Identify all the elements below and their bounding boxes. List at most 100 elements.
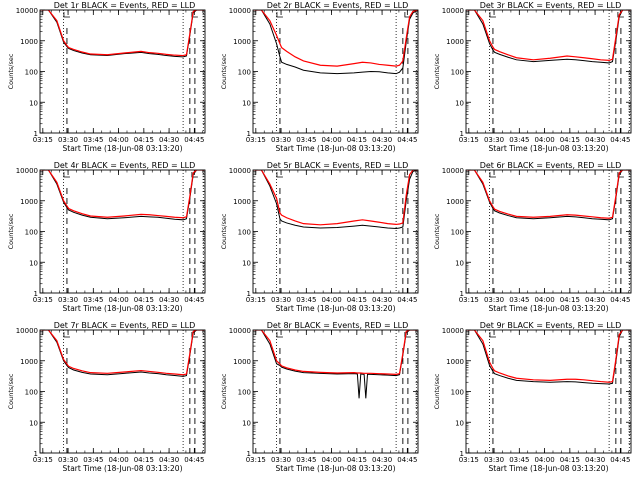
interval-bracket-mark bbox=[617, 172, 624, 178]
interval-bracket-mark bbox=[617, 332, 624, 338]
x-tick-label: 03:45 bbox=[296, 456, 316, 464]
events-series-line bbox=[466, 10, 631, 64]
x-tick-label: 04:15 bbox=[134, 296, 154, 304]
y-tick-label: 1000 bbox=[233, 38, 251, 46]
x-tick-label: 03:30 bbox=[58, 296, 78, 304]
x-tick-label: 04:00 bbox=[321, 136, 341, 144]
y-tick-label: 10 bbox=[29, 259, 38, 267]
plot-frame bbox=[252, 169, 419, 294]
y-tick-label: 100 bbox=[238, 69, 251, 77]
x-tick-label: 03:30 bbox=[58, 456, 78, 464]
det-7r-plot-panel: Det 7r BLACK = Events, RED = LLD 1 10 100 10… bbox=[0, 320, 213, 480]
plot-frame bbox=[465, 9, 632, 134]
x-tick-label: 03:30 bbox=[271, 136, 291, 144]
x-axis-label: Start Time (18-Jun-08 03:13:20) bbox=[489, 464, 609, 473]
x-tick-label: 04:15 bbox=[347, 456, 367, 464]
det-1r-plot-panel: Det 1r BLACK = Events, RED = LLD 1 10 100 10… bbox=[0, 0, 213, 160]
interval-bracket-mark bbox=[63, 172, 70, 178]
x-tick-label: 03:15 bbox=[33, 136, 53, 144]
y-tick-label: 10 bbox=[242, 99, 251, 107]
interval-bracket-mark bbox=[276, 12, 283, 18]
x-tick-label: 04:45 bbox=[397, 296, 417, 304]
y-tick-label: 1 bbox=[34, 450, 38, 458]
events-series-line bbox=[466, 170, 631, 221]
x-tick-label: 03:45 bbox=[83, 136, 103, 144]
x-tick-label: 03:30 bbox=[484, 456, 504, 464]
x-tick-label: 03:15 bbox=[246, 296, 266, 304]
x-tick-label: 03:30 bbox=[484, 136, 504, 144]
x-axis-label: Start Time (18-Jun-08 03:13:20) bbox=[63, 464, 183, 473]
x-tick-label: 04:00 bbox=[108, 456, 128, 464]
y-tick-label: 1000 bbox=[20, 38, 38, 46]
y-tick-label: 10 bbox=[29, 99, 38, 107]
y-tick-label: 100 bbox=[25, 389, 38, 397]
y-tick-label: 1000 bbox=[446, 198, 464, 206]
y-tick-label: 10000 bbox=[16, 327, 38, 335]
x-tick-label: 04:15 bbox=[347, 296, 367, 304]
events-series-line bbox=[253, 170, 418, 230]
y-axis-label: Counts/sec bbox=[7, 53, 15, 89]
x-tick-label: 04:45 bbox=[610, 456, 630, 464]
x-axis-label: Start Time (18-Jun-08 03:13:20) bbox=[489, 304, 609, 313]
x-tick-label: 04:30 bbox=[159, 136, 179, 144]
y-axis-label: Counts/sec bbox=[7, 213, 15, 249]
x-tick-label: 04:15 bbox=[134, 136, 154, 144]
y-tick-label: 100 bbox=[451, 389, 464, 397]
x-tick-label: 03:45 bbox=[83, 456, 103, 464]
det-3r-plot-panel: Det 3r BLACK = Events, RED = LLD 1 10 100 10… bbox=[426, 0, 639, 160]
y-tick-label: 1 bbox=[247, 450, 251, 458]
y-tick-label: 1000 bbox=[233, 198, 251, 206]
lld-series-line bbox=[253, 10, 418, 67]
lld-series-line bbox=[466, 10, 631, 61]
y-tick-label: 1000 bbox=[20, 358, 38, 366]
y-tick-label: 1 bbox=[460, 130, 464, 138]
x-axis-label: Start Time (18-Jun-08 03:13:20) bbox=[489, 144, 609, 153]
x-axis-label: Start Time (18-Jun-08 03:13:20) bbox=[276, 464, 396, 473]
chart-title: Det 9r BLACK = Events, RED = LLD bbox=[480, 321, 622, 330]
x-tick-label: 03:15 bbox=[459, 456, 479, 464]
x-tick-label: 04:15 bbox=[560, 296, 580, 304]
det-5r-plot-panel: Det 5r BLACK = Events, RED = LLD 1 10 100 10… bbox=[213, 160, 426, 320]
x-tick-label: 04:30 bbox=[585, 136, 605, 144]
x-tick-label: 04:15 bbox=[560, 136, 580, 144]
y-tick-label: 10 bbox=[455, 419, 464, 427]
events-series-line bbox=[40, 170, 205, 221]
x-tick-label: 04:45 bbox=[184, 136, 204, 144]
x-tick-label: 04:00 bbox=[321, 296, 341, 304]
y-tick-label: 1 bbox=[34, 290, 38, 298]
interval-bracket-mark bbox=[617, 12, 624, 18]
interval-bracket-mark bbox=[63, 332, 70, 338]
events-series-line bbox=[253, 330, 418, 399]
plot-frame bbox=[252, 9, 419, 134]
y-tick-label: 10000 bbox=[16, 167, 38, 175]
y-axis-label: Counts/sec bbox=[433, 373, 441, 409]
x-tick-label: 04:45 bbox=[610, 136, 630, 144]
x-tick-label: 04:15 bbox=[347, 136, 367, 144]
interval-bracket-mark bbox=[489, 172, 496, 178]
x-tick-label: 03:15 bbox=[246, 456, 266, 464]
det-8r-plot-panel: Det 8r BLACK = Events, RED = LLD 1 10 100 10… bbox=[213, 320, 426, 480]
chart-svg: Det 8r BLACK = Events, RED = LLD 1 10 100 10… bbox=[220, 321, 419, 473]
y-tick-label: 100 bbox=[25, 69, 38, 77]
x-tick-label: 04:30 bbox=[159, 456, 179, 464]
det-6r-plot-panel: Det 6r BLACK = Events, RED = LLD 1 10 100 10… bbox=[426, 160, 639, 320]
y-tick-label: 10000 bbox=[442, 7, 464, 15]
interval-bracket-mark bbox=[404, 12, 411, 18]
x-tick-label: 03:45 bbox=[509, 296, 529, 304]
y-tick-label: 1 bbox=[460, 450, 464, 458]
chart-svg: Det 6r BLACK = Events, RED = LLD 1 10 100 10… bbox=[433, 161, 632, 313]
y-tick-label: 10000 bbox=[442, 167, 464, 175]
plot-frame bbox=[39, 9, 206, 134]
y-tick-label: 10 bbox=[455, 259, 464, 267]
x-tick-label: 04:15 bbox=[560, 456, 580, 464]
lld-series-line bbox=[40, 330, 205, 376]
chart-svg: Det 5r BLACK = Events, RED = LLD 1 10 100 10… bbox=[220, 161, 419, 313]
chart-svg: Det 3r BLACK = Events, RED = LLD 1 10 100 10… bbox=[433, 1, 632, 153]
x-tick-label: 03:45 bbox=[296, 296, 316, 304]
y-tick-label: 10000 bbox=[442, 327, 464, 335]
y-tick-label: 1000 bbox=[20, 198, 38, 206]
x-axis-label: Start Time (18-Jun-08 03:13:20) bbox=[63, 144, 183, 153]
y-axis-label: Counts/sec bbox=[220, 53, 228, 89]
x-tick-label: 03:45 bbox=[83, 296, 103, 304]
